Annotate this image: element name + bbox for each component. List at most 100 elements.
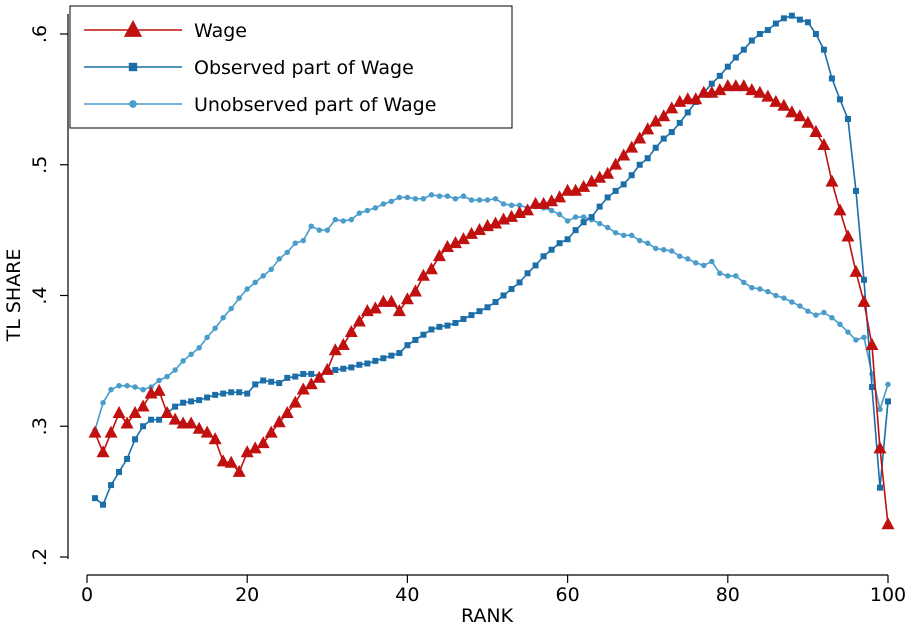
marker bbox=[300, 237, 307, 244]
marker bbox=[876, 484, 883, 491]
marker bbox=[780, 15, 787, 22]
marker bbox=[100, 501, 107, 508]
marker bbox=[748, 37, 755, 44]
marker bbox=[773, 292, 779, 299]
x-tick-label: 60 bbox=[556, 584, 580, 606]
marker bbox=[596, 203, 603, 210]
marker bbox=[628, 172, 635, 179]
marker bbox=[633, 131, 647, 144]
marker bbox=[500, 292, 507, 299]
marker bbox=[593, 170, 607, 183]
marker bbox=[180, 399, 187, 406]
series-line bbox=[94, 193, 889, 431]
marker bbox=[468, 197, 475, 203]
marker bbox=[344, 324, 358, 337]
marker bbox=[188, 351, 194, 358]
marker bbox=[452, 195, 459, 202]
marker bbox=[436, 193, 443, 199]
marker bbox=[857, 294, 871, 307]
marker bbox=[184, 416, 198, 429]
marker bbox=[172, 367, 178, 373]
marker bbox=[380, 355, 387, 362]
marker bbox=[885, 398, 891, 405]
marker bbox=[300, 370, 307, 377]
marker bbox=[812, 31, 819, 37]
marker bbox=[604, 194, 611, 201]
marker bbox=[885, 381, 891, 388]
marker bbox=[652, 245, 659, 252]
marker bbox=[472, 222, 486, 235]
marker bbox=[388, 352, 395, 359]
marker bbox=[612, 187, 619, 194]
marker bbox=[260, 377, 267, 384]
legend-marker bbox=[123, 19, 143, 37]
marker bbox=[408, 284, 422, 297]
marker bbox=[276, 256, 282, 262]
marker bbox=[124, 455, 131, 462]
marker bbox=[116, 382, 122, 389]
marker bbox=[220, 314, 226, 321]
marker bbox=[797, 303, 803, 309]
marker bbox=[556, 240, 563, 247]
marker bbox=[741, 279, 747, 286]
marker bbox=[521, 203, 535, 216]
marker bbox=[828, 75, 835, 82]
x-tick-label: 20 bbox=[235, 584, 259, 606]
marker bbox=[312, 370, 326, 383]
marker bbox=[416, 268, 430, 281]
marker bbox=[877, 406, 883, 413]
marker bbox=[516, 202, 523, 209]
marker bbox=[781, 295, 787, 301]
marker bbox=[444, 193, 451, 199]
marker bbox=[756, 31, 763, 37]
marker bbox=[352, 314, 366, 327]
marker bbox=[548, 207, 555, 214]
y-tick-label: .4 bbox=[29, 286, 51, 304]
x-tick-label: 0 bbox=[81, 584, 93, 606]
marker bbox=[268, 266, 274, 273]
marker bbox=[252, 279, 258, 286]
marker bbox=[804, 19, 811, 26]
marker bbox=[308, 223, 315, 229]
marker bbox=[384, 294, 398, 307]
marker bbox=[701, 262, 707, 269]
marker bbox=[284, 374, 291, 381]
marker bbox=[404, 194, 411, 201]
marker bbox=[617, 148, 631, 161]
marker bbox=[372, 357, 379, 364]
marker bbox=[820, 46, 827, 53]
marker bbox=[316, 227, 323, 233]
marker bbox=[220, 390, 227, 397]
marker bbox=[769, 94, 783, 107]
marker bbox=[796, 16, 803, 23]
marker bbox=[821, 309, 827, 316]
marker bbox=[196, 345, 202, 351]
marker bbox=[292, 373, 299, 380]
marker bbox=[612, 229, 619, 236]
marker bbox=[708, 80, 715, 87]
marker bbox=[836, 96, 843, 103]
marker bbox=[845, 329, 851, 335]
marker bbox=[841, 229, 855, 242]
marker bbox=[713, 83, 727, 96]
marker bbox=[464, 226, 478, 239]
marker bbox=[492, 299, 499, 306]
marker bbox=[745, 83, 759, 96]
marker bbox=[188, 398, 195, 405]
marker bbox=[853, 337, 859, 343]
marker bbox=[868, 384, 875, 391]
marker bbox=[865, 338, 879, 351]
y-axis-label: TL SHARE bbox=[3, 249, 25, 343]
marker bbox=[432, 249, 446, 262]
marker bbox=[852, 187, 859, 194]
marker bbox=[288, 395, 302, 408]
marker bbox=[308, 370, 315, 377]
marker bbox=[636, 161, 643, 168]
marker bbox=[500, 201, 507, 207]
marker bbox=[489, 216, 503, 229]
marker bbox=[400, 292, 414, 305]
marker bbox=[140, 386, 146, 393]
marker bbox=[364, 360, 371, 367]
marker bbox=[372, 205, 379, 211]
marker bbox=[809, 124, 823, 137]
